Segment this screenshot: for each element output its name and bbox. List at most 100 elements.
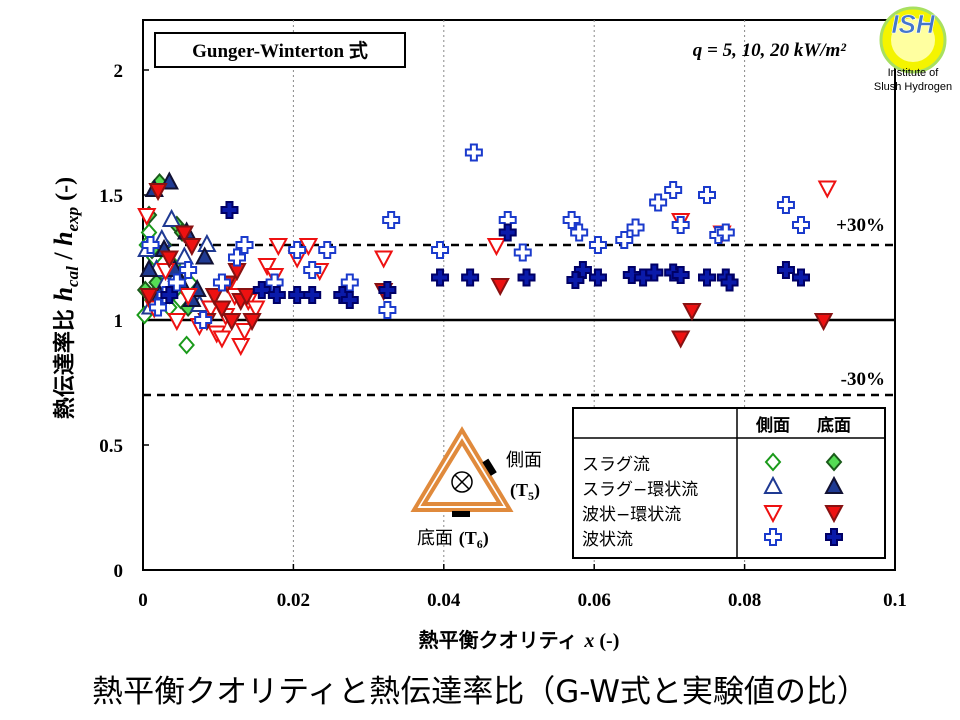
data-point-cross-filled	[720, 273, 739, 292]
data-point-cross-filled	[378, 281, 397, 299]
data-point-cross-filled	[588, 268, 607, 287]
data-point-cross-filled	[698, 268, 716, 287]
data-point-cross-open	[588, 236, 607, 254]
data-point-triangle-down-open	[246, 300, 266, 319]
data-point-cross-open	[671, 216, 690, 234]
legend-marker-triangle-up-filled	[824, 475, 844, 494]
data-point-triangle-down-filled	[237, 288, 257, 307]
data-point-triangle-down-filled	[682, 303, 702, 322]
data-point-triangle-down-open	[167, 313, 187, 332]
legend-marker-cross-open	[764, 528, 782, 546]
data-point-cross-open	[615, 231, 634, 249]
data-point-cross-open	[194, 311, 213, 329]
data-point-cross-open	[378, 301, 397, 319]
inset-side-sensor: (T5)	[510, 480, 540, 503]
data-point-triangle-down-filled	[148, 183, 168, 202]
plus-30-label: +30%	[836, 215, 885, 236]
data-point-cross-open	[664, 181, 683, 199]
data-point-cross-filled	[303, 286, 322, 304]
y-tick-label: 1	[114, 311, 124, 332]
data-point-cross-open	[318, 241, 337, 259]
legend-marker-diamond-open	[764, 452, 782, 472]
data-point-cross-open	[698, 186, 716, 204]
x-tick-label: 0.08	[728, 590, 761, 611]
legend-marker-triangle-down-open	[763, 505, 783, 524]
data-point-cross-open	[431, 241, 450, 259]
condition-text: q = 5, 10, 20 kW/m²	[693, 40, 848, 61]
data-point-cross-filled	[288, 286, 307, 304]
data-point-cross-open	[149, 298, 168, 317]
title-box-text: Gunger-Winterton 式	[192, 39, 368, 62]
data-point-triangle-down-filled	[490, 278, 510, 297]
x-tick-label: 0	[138, 590, 148, 611]
data-point-triangle-down-open	[486, 238, 507, 257]
data-point-triangle-down-filled	[174, 225, 195, 244]
legend-markers	[763, 452, 844, 546]
x-tick-label: 0.06	[578, 590, 611, 611]
data-point-cross-filled	[498, 223, 517, 242]
data-point-cross-filled	[340, 291, 359, 309]
data-point-cross-open	[570, 223, 589, 242]
data-point-cross-filled	[267, 286, 286, 304]
data-point-triangle-down-open	[231, 338, 251, 357]
data-point-cross-filled	[517, 268, 536, 287]
data-point-triangle-up-filled	[139, 258, 159, 277]
data-point-cross-filled	[431, 268, 450, 287]
legend-row-slug-annular: スラグ−環状流	[582, 480, 698, 500]
legend-row-slug: スラグ流	[582, 455, 650, 475]
data-point-triangle-down-filled	[671, 330, 691, 349]
data-point-triangle-down-open	[268, 238, 289, 257]
data-point-triangle-down-filled	[139, 288, 159, 307]
legend-row-wavy-annular: 波状−環状流	[582, 505, 681, 525]
data-point-cross-filled	[792, 268, 810, 287]
data-point-cross-open	[303, 261, 322, 279]
data-point-triangle-down-filled	[242, 313, 262, 332]
data-point-cross-open	[212, 273, 231, 292]
data-point-cross-open	[340, 273, 359, 292]
data-point-cross-open	[626, 218, 645, 237]
x-tick-label: 0.1	[883, 590, 907, 611]
data-point-triangle-down-open	[178, 288, 198, 307]
title-box	[154, 32, 406, 68]
data-point-cross-open	[228, 248, 246, 267]
data-point-triangle-up-open	[161, 208, 182, 227]
data-point-triangle-down-open	[257, 258, 277, 277]
data-point-cross-filled	[671, 266, 690, 284]
x-axis-label: 熱平衡クオリティ x (-)	[419, 628, 620, 652]
ish-logo: ISH Institute of Slush Hydrogen	[874, 6, 952, 93]
axis-ticks: 0 0.02 0.04 0.06 0.08 0.1 0 0.5 1 1.5 2	[99, 61, 907, 611]
data-point-triangle-down-open	[212, 330, 232, 349]
data-point-cross-open	[167, 273, 186, 292]
data-point-cross-filled	[220, 201, 239, 219]
pipe-inset: 側面 (T5) 底面 (T6)	[410, 426, 542, 551]
data-point-cross-open	[776, 196, 795, 214]
data-point-cross-open	[716, 223, 735, 242]
data-point-cross-filled	[645, 263, 664, 282]
data-point-cross-open	[288, 241, 307, 259]
data-point-triangle-down-filled	[813, 313, 834, 332]
data-point-triangle-down-filled	[182, 238, 202, 257]
data-point-cross-open	[649, 193, 668, 212]
reference-lines	[143, 243, 895, 397]
data-point-triangle-down-filled	[159, 250, 179, 269]
legend-marker-diamond-filled	[825, 452, 843, 472]
side-sensor-mark	[482, 458, 497, 476]
data-point-cross-open	[382, 211, 401, 229]
minus-30-label: -30%	[841, 369, 885, 390]
x-tick-label: 0.04	[427, 590, 461, 611]
logo-line2: Slush Hydrogen	[874, 81, 952, 93]
legend-marker-triangle-up-open	[763, 475, 783, 494]
legend-marker-cross-filled	[825, 528, 843, 546]
data-point-cross-open	[562, 211, 581, 229]
legend: 側面 底面 スラグ流 スラグ−環状流 波状−環状流 波状流	[572, 407, 886, 559]
data-point-cross-open	[792, 216, 810, 234]
data-point-cross-filled	[252, 281, 271, 299]
legend-header-side: 側面	[755, 415, 790, 436]
data-point-cross-filled	[566, 271, 585, 289]
data-point-triangle-down-open	[373, 250, 394, 269]
data-point-triangle-up-filled	[194, 246, 215, 265]
data-point-cross-filled	[160, 286, 179, 304]
data-point-cross-open	[141, 236, 160, 254]
data-points	[136, 143, 837, 357]
